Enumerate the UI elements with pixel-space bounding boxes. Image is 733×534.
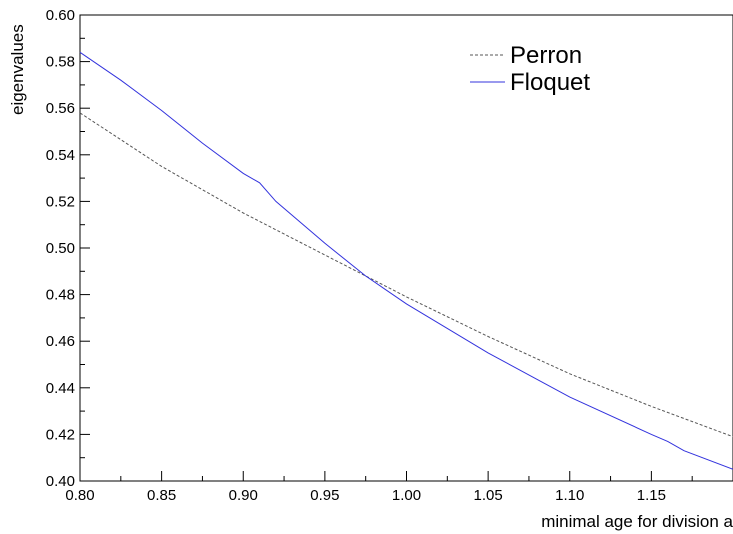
y-tick-label: 0.56 [46,100,75,117]
y-tick-label: 0.48 [46,287,75,304]
y-tick-label: 0.58 [46,54,75,71]
x-tick-label: 1.05 [474,487,503,504]
x-tick-label: 0.80 [65,487,94,504]
y-tick-label: 0.44 [46,380,75,397]
x-axis-title: minimal age for division a [541,512,733,531]
y-tick-label: 0.42 [46,426,75,443]
y-tick-label: 0.52 [46,193,75,210]
legend-label-perron: Perron [510,42,582,69]
legend-label-floquet: Floquet [510,69,590,96]
x-tick-label: 0.95 [310,487,339,504]
x-tick-label: 0.90 [229,487,258,504]
y-tick-label: 0.54 [46,147,75,164]
y-axis-title: eigenvalues [8,24,27,115]
series [79,51,733,470]
series-line-floquet [79,51,733,470]
series-line-perron [79,112,733,438]
x-tick-label: 1.10 [555,487,584,504]
ticks: 0.40 0.42 0.44 0.46 0.48 0.50 0.52 0.54 0.56 0.58… [46,7,693,504]
y-tick-label: 0.46 [46,333,75,350]
plot-frame [79,14,733,482]
x-tick-label: 1.00 [392,487,421,504]
x-tick-label: 0.85 [147,487,176,504]
axes [79,14,733,482]
x-tick-label: 1.15 [637,487,666,504]
y-tick-label: 0.60 [46,7,75,24]
y-tick-label: 0.50 [46,240,75,257]
y-tick-label: 0.40 [46,473,75,490]
